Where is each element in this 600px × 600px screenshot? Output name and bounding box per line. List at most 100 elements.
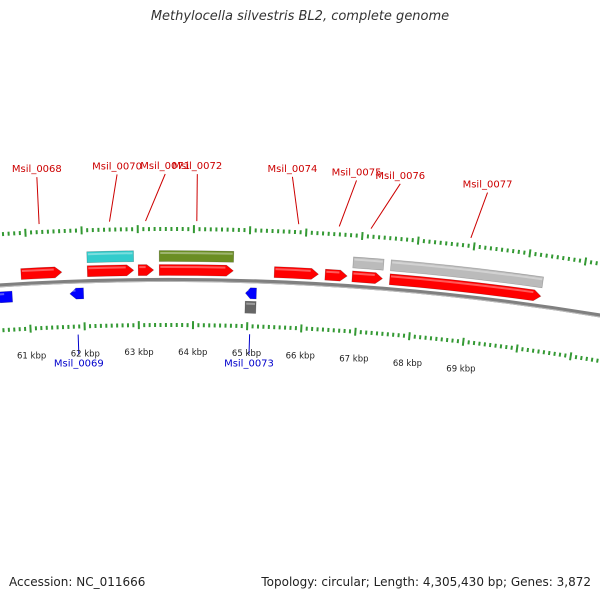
outer-major-tick — [416, 236, 420, 245]
gene-label-Msil_0071: Msil_0071 — [140, 161, 190, 172]
inner-minor-tick — [558, 352, 562, 357]
backbone-arc — [0, 278, 600, 318]
inner-major-tick — [408, 332, 411, 341]
outer-major-tick — [583, 257, 588, 266]
genome-backbone — [0, 278, 600, 318]
feature-f6 — [158, 264, 234, 277]
leader-Msil_0068 — [36, 177, 40, 225]
feature-gloss-f4b — [87, 252, 133, 256]
inner-major-tick — [461, 337, 465, 346]
outer-major-tick — [472, 242, 476, 251]
leader-Msil_0077 — [470, 192, 488, 239]
leader-Msil_0070 — [108, 174, 118, 222]
outer-minor-tick — [550, 254, 554, 259]
gene-label-Msil_0076: Msil_0076 — [375, 171, 425, 182]
outer-major-tick — [528, 249, 532, 258]
inner-major-tick — [354, 327, 357, 336]
scale-label: 69 kbp — [446, 365, 475, 375]
genome-summary-text: Topology: circular; Length: 4,305,430 bp… — [261, 575, 591, 589]
feature-gloss-f2 — [21, 268, 54, 273]
outer-minor-tick — [567, 256, 571, 262]
outer-minor-tick — [578, 258, 582, 263]
outer-minor-tick — [539, 252, 543, 258]
feature-f2 — [20, 266, 63, 280]
inner-major-tick — [569, 352, 573, 361]
accession-text: Accession: NC_011666 — [9, 575, 146, 589]
feature-gloss-f6b — [160, 252, 233, 255]
feature-f4b — [86, 250, 134, 264]
leader-Msil_0076 — [370, 183, 401, 229]
outer-minor-tick — [556, 255, 560, 260]
outer-minor-tick — [506, 248, 509, 253]
inner-minor-tick — [510, 345, 513, 350]
feature-f4 — [86, 264, 135, 278]
inner-minor-tick — [537, 349, 540, 354]
inner-minor-tick — [580, 355, 583, 361]
feature-f12b — [390, 259, 544, 289]
feature-f11b — [352, 256, 385, 271]
feature-f5 — [137, 264, 155, 276]
inner-minor-tick — [521, 347, 524, 352]
inner-minor-tick — [574, 355, 578, 360]
gene-label-Msil_0068: Msil_0068 — [12, 164, 62, 175]
feature-f9 — [273, 266, 319, 280]
inner-minor-tick — [531, 348, 535, 353]
outer-minor-tick — [523, 250, 526, 255]
inner-minor-tick — [494, 343, 497, 348]
scale-label: 68 kbp — [393, 359, 422, 369]
feature-f3 — [69, 287, 85, 300]
feature-gloss-f12 — [390, 275, 534, 294]
outer-minor-tick — [589, 260, 593, 265]
scale-label: 66 kbp — [286, 351, 315, 361]
gene-label-Msil_0074: Msil_0074 — [268, 164, 318, 175]
outer-minor-tick — [545, 253, 548, 258]
outer-major-tick — [361, 231, 364, 241]
leader-Msil_0075 — [338, 180, 357, 227]
inner-minor-tick — [596, 358, 599, 363]
map-title: Methylocella silvestris BL2, complete ge… — [150, 9, 450, 24]
feature-gloss-f4 — [88, 266, 126, 270]
feature-gloss-f6 — [160, 266, 226, 269]
inner-minor-tick — [590, 357, 594, 362]
gene-label-Msil_0069: Msil_0069 — [54, 359, 104, 370]
backbone-highlight — [0, 281, 600, 318]
scale-label: 61 kbp — [17, 352, 46, 362]
leader-Msil_0074 — [291, 176, 300, 225]
scale-label: 64 kbp — [178, 348, 207, 358]
scale-label: 67 kbp — [339, 355, 368, 365]
feature-gloss-f10 — [326, 270, 340, 274]
inner-minor-tick — [499, 344, 503, 349]
scale-label: 63 kbp — [124, 348, 153, 358]
feature-f12 — [388, 273, 542, 302]
gene-label-Msil_0070: Msil_0070 — [92, 161, 142, 172]
feature-track — [0, 250, 544, 314]
inner-minor-tick — [547, 350, 551, 356]
gene-label-Msil_0073: Msil_0073 — [224, 358, 274, 369]
inner-minor-tick — [542, 350, 546, 355]
inner-minor-tick — [526, 347, 530, 353]
feature-gloss-f11b — [354, 258, 383, 263]
feature-gloss-f12b — [392, 261, 543, 281]
scale-label: 65 kbp — [232, 349, 261, 359]
leader-Msil_0069 — [77, 334, 80, 355]
inner-tick-track — [2, 321, 599, 363]
feature-f10 — [324, 268, 348, 282]
feature-gloss-f9 — [275, 268, 311, 272]
gene-label-Msil_0075: Msil_0075 — [332, 167, 382, 178]
inner-minor-tick — [553, 351, 556, 356]
feature-gloss-f1 — [0, 293, 5, 296]
leader-Msil_0073 — [248, 334, 251, 355]
inner-minor-tick — [585, 356, 589, 362]
feature-f8 — [244, 300, 257, 314]
feature-f11 — [351, 270, 383, 284]
outer-minor-tick — [573, 257, 576, 262]
inner-minor-tick — [505, 344, 508, 350]
inner-minor-tick — [564, 353, 567, 358]
outer-minor-tick — [595, 261, 598, 266]
outer-minor-tick — [511, 249, 515, 254]
outer-minor-tick — [517, 249, 521, 254]
leader-Msil_0071 — [145, 173, 166, 222]
feature-gloss-f11 — [353, 272, 375, 277]
